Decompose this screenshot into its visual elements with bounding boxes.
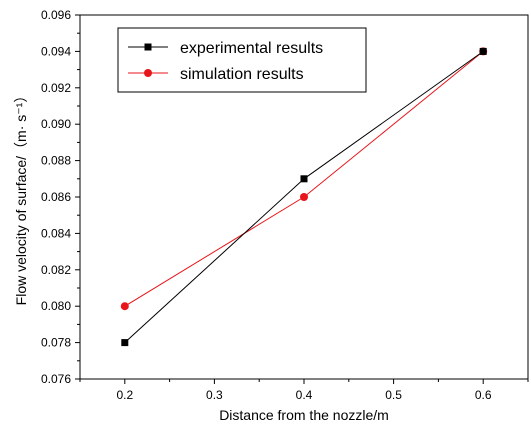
y-tick-label: 0.090 [41,117,71,131]
data-point-simulation [120,302,129,311]
legend-label-experimental: experimental results [180,40,323,57]
data-point-experimental [479,47,487,55]
x-tick-label: 0.6 [475,388,492,402]
data-point-simulation [300,193,308,201]
x-axis-title: Distance from the nozzle/m [219,407,389,423]
data-point-experimental [300,175,308,183]
series-layer [120,47,488,347]
legend-marker-simulation [144,69,152,77]
y-tick-label: 0.078 [41,336,71,350]
legend: experimental results simulation results [117,27,367,93]
y-tick-label: 0.096 [41,8,71,22]
y-tick-label: 0.092 [41,81,71,95]
x-tick-label: 0.5 [385,388,402,402]
y-tick-label: 0.076 [41,372,71,386]
x-axis: 0.2 0.3 0.4 0.5 0.6 [79,379,529,402]
y-tick-label: 0.080 [41,299,71,313]
y-tick-label: 0.094 [41,44,71,58]
data-point-experimental [121,339,129,347]
x-tick-label: 0.2 [116,388,133,402]
y-tick-label: 0.086 [41,190,71,204]
y-tick-label: 0.082 [41,263,71,277]
y-tick-label: 0.088 [41,154,71,168]
legend-label-simulation: simulation results [180,66,304,83]
y-axis-title: Flow velocity of surface/（m· s⁻¹） [13,89,29,306]
legend-box [117,27,367,93]
y-axis: 0.076 0.078 0.080 0.082 0.084 0.086 0.088 0.090… [41,8,80,386]
legend-marker-experimental [144,43,152,51]
x-tick-label: 0.3 [206,388,223,402]
x-tick-label: 0.4 [296,388,313,402]
y-tick-label: 0.084 [41,226,71,240]
